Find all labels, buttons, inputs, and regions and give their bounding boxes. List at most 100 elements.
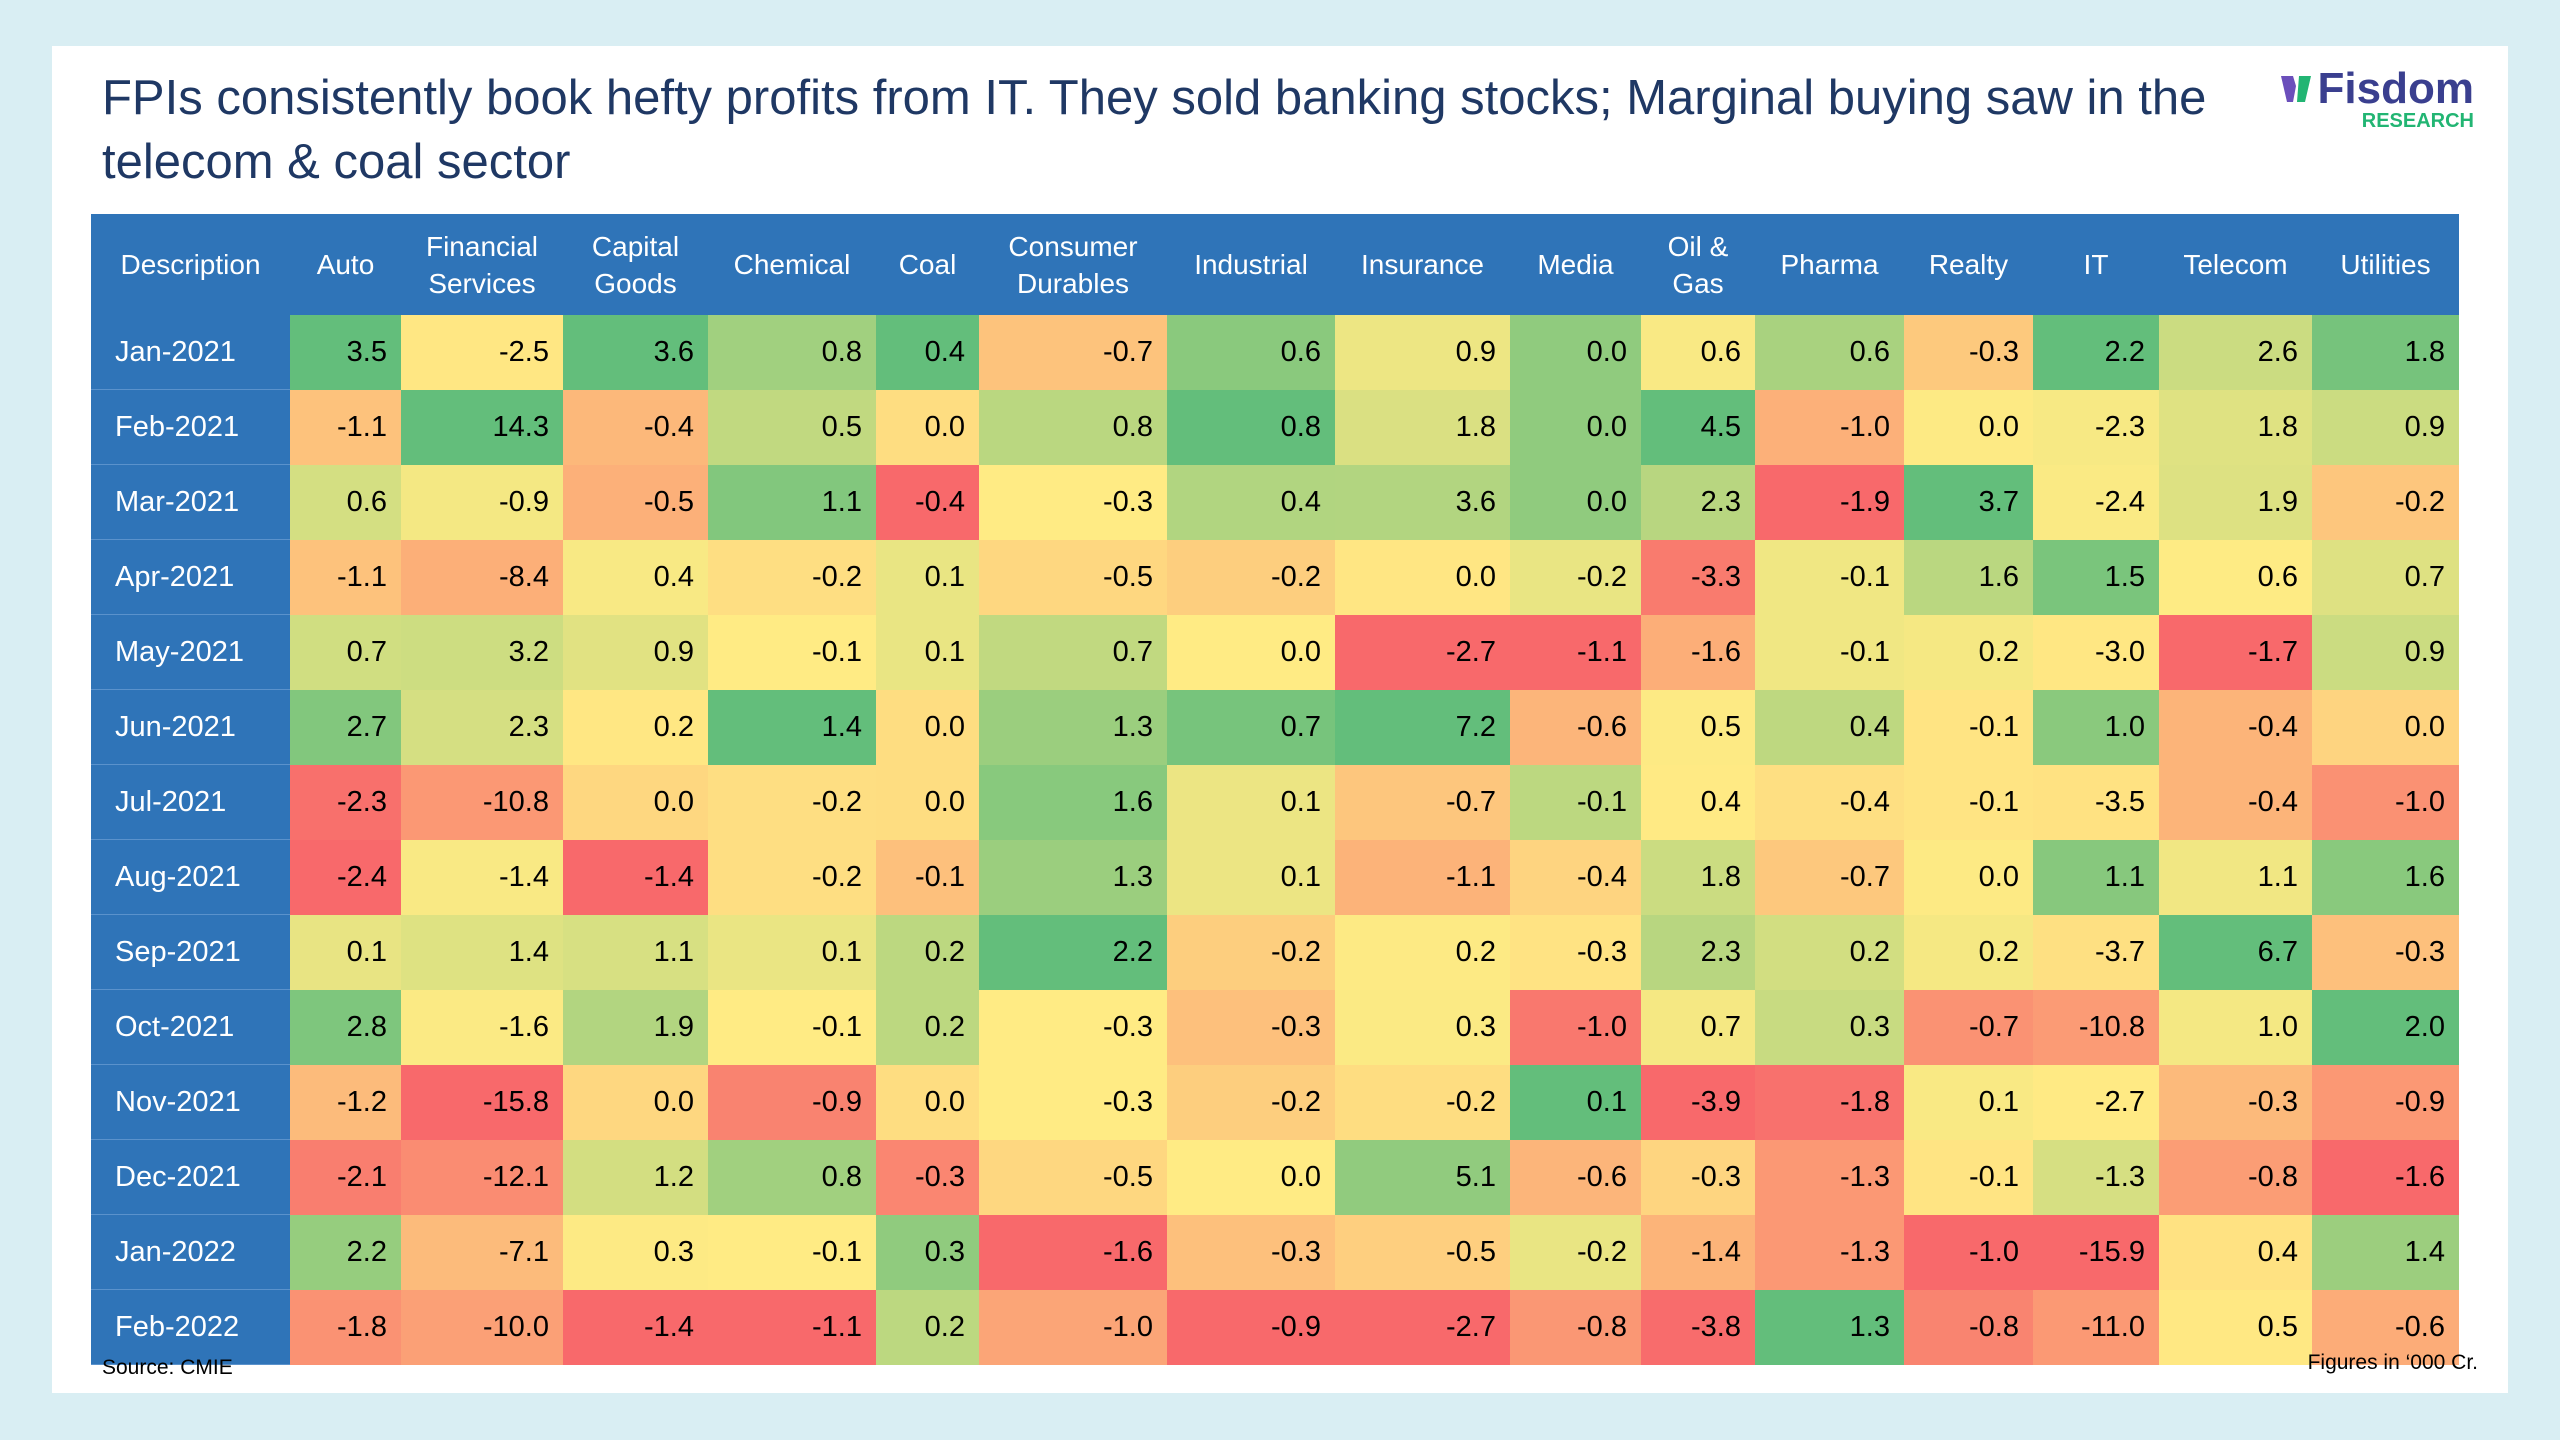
value-cell: 2.6 bbox=[2159, 315, 2312, 390]
value-cell: -0.7 bbox=[1335, 764, 1510, 840]
header-row: Description Auto Financial Services Capital… bbox=[91, 214, 2459, 315]
row-label: Jul-2021 bbox=[91, 764, 290, 840]
value-cell: 3.7 bbox=[1904, 464, 2033, 540]
value-cell: 1.0 bbox=[2159, 989, 2312, 1065]
value-cell: -0.2 bbox=[1335, 1064, 1510, 1140]
title: FPIs consistently book hefty profits fro… bbox=[102, 71, 2207, 189]
table-row: Feb-2021 -1.1 14.3 -0.4 0.5 0.0 0.8 0.8 1.8 0.0 4.… bbox=[91, 389, 2459, 465]
value-cell: 5.1 bbox=[1335, 1139, 1510, 1215]
value-cell: 0.4 bbox=[563, 539, 708, 615]
row-label: Dec-2021 bbox=[91, 1139, 290, 1215]
value-cell: -2.5 bbox=[401, 315, 563, 390]
value-cell: 0.5 bbox=[1641, 689, 1755, 765]
value-cell: -12.1 bbox=[401, 1139, 563, 1215]
value-cell: -0.6 bbox=[1510, 689, 1641, 765]
column-header: Capital Goods bbox=[563, 214, 708, 315]
row-label: Feb-2022 bbox=[91, 1289, 290, 1365]
value-cell: 0.2 bbox=[1904, 614, 2033, 690]
value-cell: 0.0 bbox=[876, 389, 979, 465]
column-header: Oil & Gas bbox=[1641, 214, 1755, 315]
value-cell: -0.1 bbox=[708, 1214, 876, 1290]
value-cell: 0.4 bbox=[1755, 689, 1904, 765]
value-cell: -1.1 bbox=[1510, 614, 1641, 690]
value-cell: 0.0 bbox=[1167, 614, 1335, 690]
value-cell: -1.1 bbox=[290, 539, 401, 615]
value-cell: 0.0 bbox=[876, 1064, 979, 1140]
logo-tag: RESEARCH bbox=[2361, 110, 2474, 132]
value-cell: 0.4 bbox=[1641, 764, 1755, 840]
value-cell: -0.9 bbox=[2312, 1064, 2459, 1140]
value-cell: -1.6 bbox=[1641, 614, 1755, 690]
value-cell: -15.9 bbox=[2033, 1214, 2159, 1290]
column-header: Coal bbox=[876, 214, 979, 315]
value-cell: 1.9 bbox=[2159, 464, 2312, 540]
value-cell: -0.4 bbox=[1510, 839, 1641, 915]
value-cell: -10.8 bbox=[401, 764, 563, 840]
value-cell: 6.7 bbox=[2159, 914, 2312, 990]
value-cell: -2.3 bbox=[290, 764, 401, 840]
value-cell: 1.5 bbox=[2033, 539, 2159, 615]
value-cell: 0.0 bbox=[876, 689, 979, 765]
value-cell: 0.6 bbox=[2159, 539, 2312, 615]
value-cell: 1.6 bbox=[1904, 539, 2033, 615]
value-cell: -1.1 bbox=[708, 1289, 876, 1365]
value-cell: -1.1 bbox=[290, 389, 401, 465]
row-label: Feb-2021 bbox=[91, 389, 290, 465]
table-row: Jun-2021 2.7 2.3 0.2 1.4 0.0 1.3 0.7 7.2 -0.6 0.5 0… bbox=[91, 689, 2459, 765]
value-cell: -0.5 bbox=[979, 1139, 1167, 1215]
value-cell: -2.7 bbox=[1335, 614, 1510, 690]
value-cell: 0.1 bbox=[1904, 1064, 2033, 1140]
value-cell: -1.9 bbox=[1755, 464, 1904, 540]
value-cell: -0.9 bbox=[1167, 1289, 1335, 1365]
value-cell: -1.0 bbox=[2312, 764, 2459, 840]
value-cell: -1.6 bbox=[979, 1214, 1167, 1290]
row-label: May-2021 bbox=[91, 614, 290, 690]
value-cell: -1.4 bbox=[1641, 1214, 1755, 1290]
value-cell: -2.7 bbox=[2033, 1064, 2159, 1140]
value-cell: 0.8 bbox=[1167, 389, 1335, 465]
value-cell: -0.3 bbox=[1167, 989, 1335, 1065]
value-cell: 1.2 bbox=[563, 1139, 708, 1215]
value-cell: -0.1 bbox=[1510, 764, 1641, 840]
value-cell: -11.0 bbox=[2033, 1289, 2159, 1365]
value-cell: -1.2 bbox=[290, 1064, 401, 1140]
value-cell: 0.4 bbox=[1167, 464, 1335, 540]
row-label: Aug-2021 bbox=[91, 839, 290, 915]
value-cell: -1.6 bbox=[401, 989, 563, 1065]
value-cell: 3.5 bbox=[290, 315, 401, 390]
value-cell: 0.0 bbox=[563, 1064, 708, 1140]
value-cell: 0.6 bbox=[1167, 315, 1335, 390]
value-cell: 1.1 bbox=[708, 464, 876, 540]
value-cell: 1.9 bbox=[563, 989, 708, 1065]
value-cell: 0.9 bbox=[1335, 315, 1510, 390]
value-cell: 0.9 bbox=[563, 614, 708, 690]
column-header: Utilities bbox=[2312, 214, 2459, 315]
column-header: Insurance bbox=[1335, 214, 1510, 315]
value-cell: 0.6 bbox=[1641, 315, 1755, 390]
value-cell: 1.4 bbox=[401, 914, 563, 990]
value-cell: -0.1 bbox=[708, 989, 876, 1065]
value-cell: 1.8 bbox=[1335, 389, 1510, 465]
value-cell: 0.7 bbox=[1167, 689, 1335, 765]
value-cell: -0.5 bbox=[1335, 1214, 1510, 1290]
value-cell: -0.2 bbox=[2312, 464, 2459, 540]
value-cell: 0.1 bbox=[1167, 764, 1335, 840]
value-cell: -7.1 bbox=[401, 1214, 563, 1290]
source-note: Source: CMIE bbox=[102, 1356, 233, 1379]
value-cell: 1.4 bbox=[2312, 1214, 2459, 1290]
value-cell: -0.1 bbox=[1755, 614, 1904, 690]
table-row: Jan-2021 3.5 -2.5 3.6 0.8 0.4 -0.7 0.6 0.9 0.0 0.6… bbox=[91, 315, 2459, 390]
value-cell: 0.4 bbox=[876, 315, 979, 390]
value-cell: -0.6 bbox=[1510, 1139, 1641, 1215]
value-cell: -0.4 bbox=[876, 464, 979, 540]
value-cell: 0.0 bbox=[876, 764, 979, 840]
value-cell: -2.7 bbox=[1335, 1289, 1510, 1365]
value-cell: -1.7 bbox=[2159, 614, 2312, 690]
value-cell: -0.5 bbox=[563, 464, 708, 540]
value-cell: 1.3 bbox=[1755, 1289, 1904, 1365]
value-cell: 1.1 bbox=[2033, 839, 2159, 915]
value-cell: 0.7 bbox=[979, 614, 1167, 690]
value-cell: -0.4 bbox=[2159, 689, 2312, 765]
column-header: IT bbox=[2033, 214, 2159, 315]
